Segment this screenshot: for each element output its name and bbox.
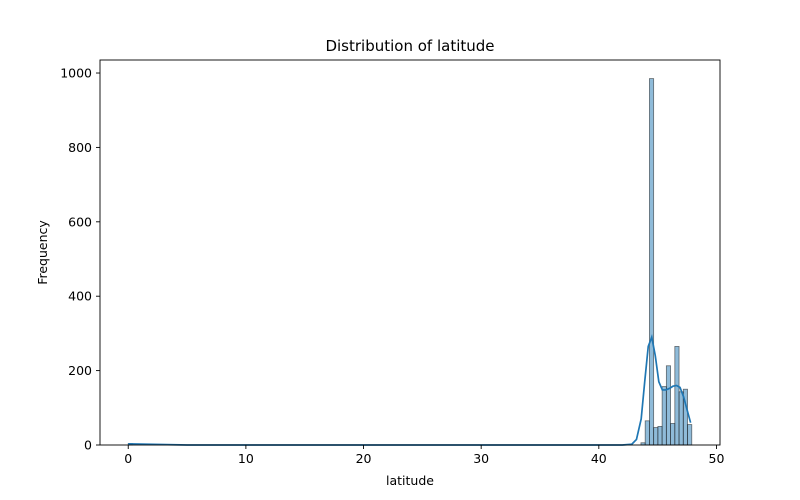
x-tick-label: 20 [356,451,372,466]
plot-frame [99,59,721,446]
histogram-bar [649,78,655,446]
y-tick-label: 600 [68,214,92,229]
y-tick-label: 0 [84,438,92,453]
x-tick-label: 50 [709,451,725,466]
x-axis-label: latitude [386,473,434,488]
histogram-bar [661,386,667,446]
histogram-bar [665,365,671,446]
bars-layer [127,78,693,446]
y-axis-label: Frequency [35,220,50,285]
y-axis-ticks: 0 200 400 600 800 1000 [60,66,100,453]
chart-title: Distribution of latitude [325,37,494,55]
x-tick-label: 10 [238,451,254,466]
histogram-bar [644,420,650,446]
histogram-bar [687,424,693,446]
x-tick-label: 0 [124,451,132,466]
kde-curve [128,334,692,446]
histogram-bar [657,426,663,446]
y-tick-label: 400 [68,289,92,304]
y-tick-label: 200 [68,363,92,378]
histogram-bar [670,423,676,446]
y-tick-label: 1000 [60,66,92,81]
x-tick-label: 30 [473,451,489,466]
y-tick-label: 800 [68,140,92,155]
histogram-bar [653,427,659,446]
x-axis-ticks: 0 10 20 30 40 50 [124,445,724,466]
histogram-bar [674,346,680,446]
x-tick-label: 40 [591,451,607,466]
histogram-bar [678,391,684,446]
